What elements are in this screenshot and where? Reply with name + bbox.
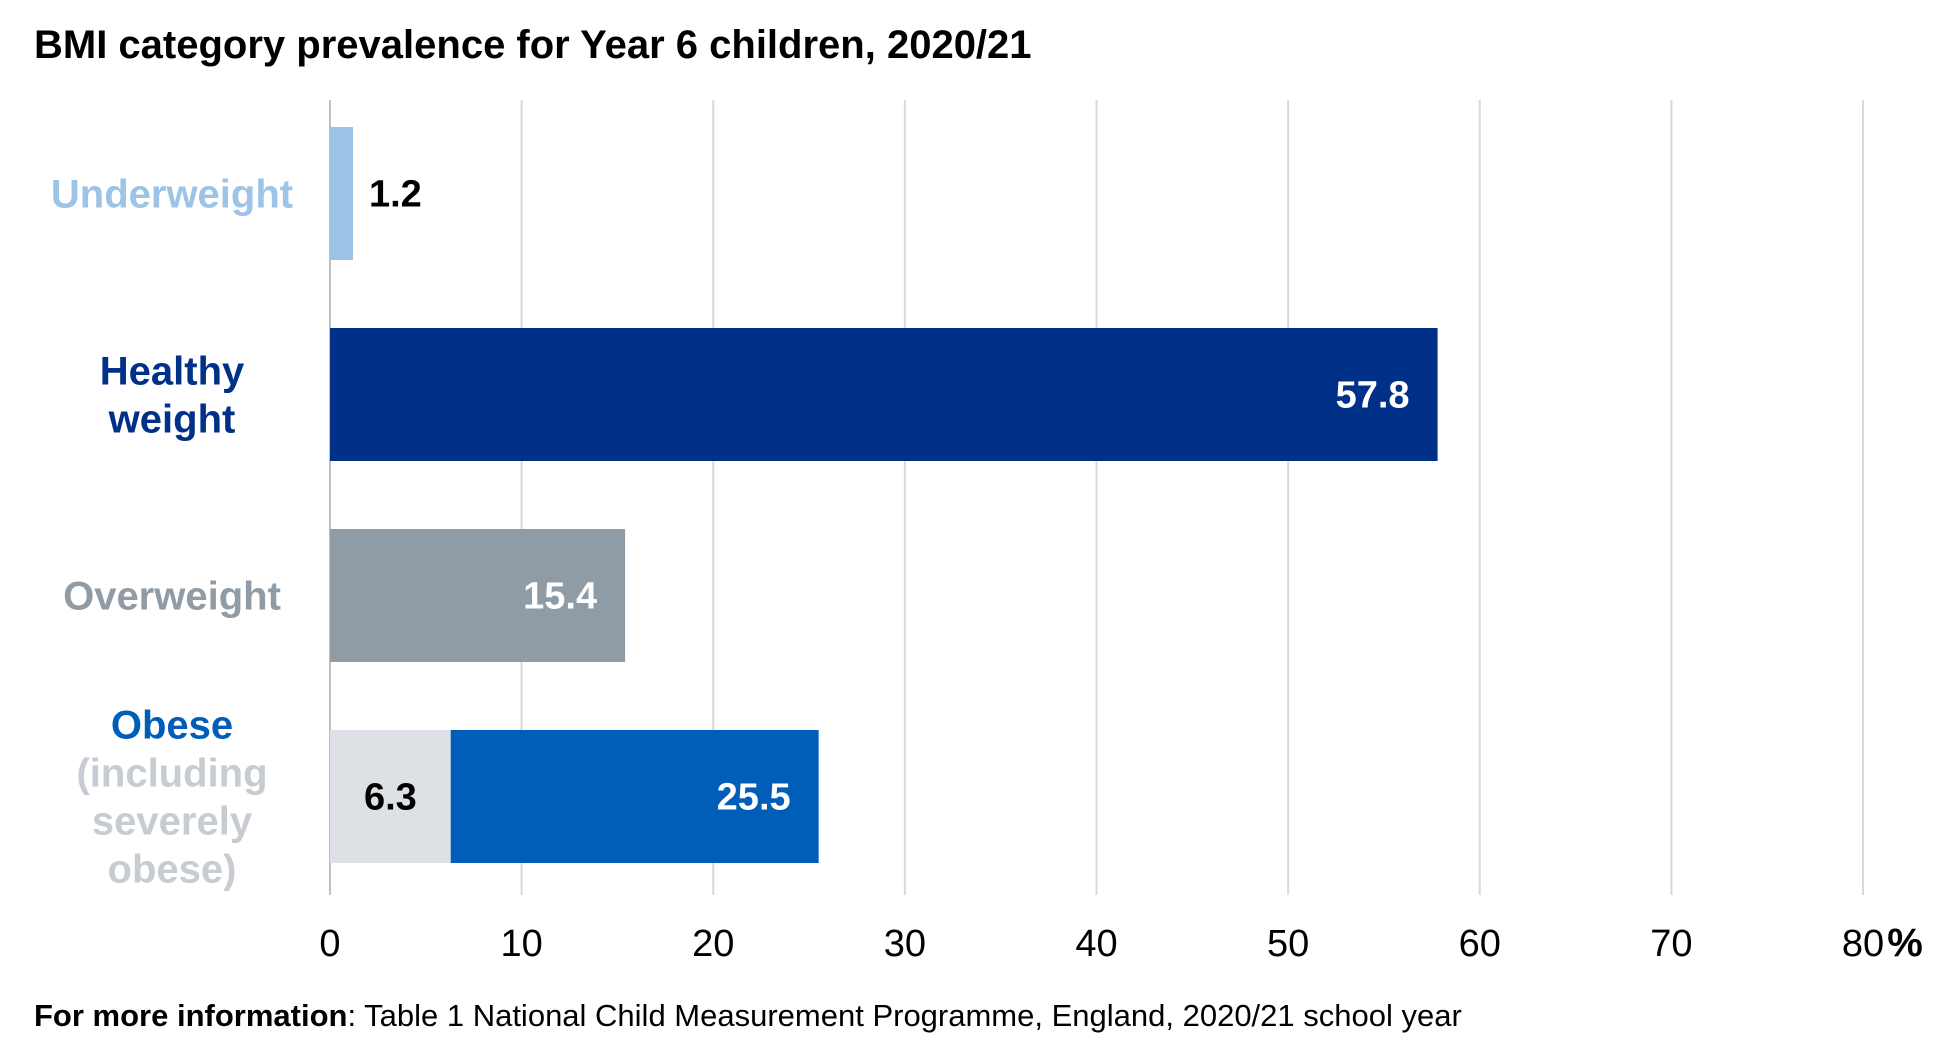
category-label-line: severely — [92, 800, 253, 844]
category-label-line: (including — [76, 752, 267, 796]
value-label-15.4: 15.4 — [523, 576, 597, 618]
category-label-line: Healthy — [100, 350, 245, 394]
category-label-line: Overweight — [63, 575, 281, 619]
x-tick-label-50: 50 — [1267, 923, 1309, 965]
category-label-line: Obese — [111, 704, 233, 748]
x-tick-label-0: 0 — [319, 923, 340, 965]
bar-underweight — [330, 127, 353, 260]
value-label-57.8: 57.8 — [1336, 375, 1410, 417]
x-tick-label-30: 30 — [884, 923, 926, 965]
bar-overweight — [330, 529, 626, 662]
footnote-bold: For more information — [34, 998, 347, 1033]
x-axis-unit: % — [1887, 921, 1923, 965]
x-tick-label-10: 10 — [500, 923, 542, 965]
category-label-line: weight — [108, 398, 236, 442]
value-label-1.2: 1.2 — [369, 174, 422, 216]
bar-obese-overlay — [330, 730, 451, 863]
x-tick-label-70: 70 — [1650, 923, 1692, 965]
bars: 1.2 57.8 15.4 25.5 6.3 — [330, 127, 1438, 863]
footnote-text: : Table 1 National Child Measurement Pro… — [347, 998, 1461, 1033]
value-label-6.3: 6.3 — [364, 777, 417, 819]
gridlines — [329, 100, 1864, 895]
x-axis-ticks: 0 10 20 30 40 50 60 70 80 — [319, 923, 1884, 965]
category-label-line: Underweight — [51, 173, 293, 217]
x-tick-label-80: 80 — [1842, 923, 1884, 965]
chart-title: BMI category prevalence for Year 6 child… — [34, 23, 1032, 67]
value-label-25.5: 25.5 — [717, 777, 791, 819]
x-tick-label-40: 40 — [1075, 923, 1117, 965]
x-tick-label-20: 20 — [692, 923, 734, 965]
bar-healthy — [330, 328, 1438, 461]
category-label-line: obese) — [108, 848, 237, 892]
x-tick-label-60: 60 — [1459, 923, 1501, 965]
footnote: For more information: Table 1 National C… — [34, 998, 1462, 1033]
